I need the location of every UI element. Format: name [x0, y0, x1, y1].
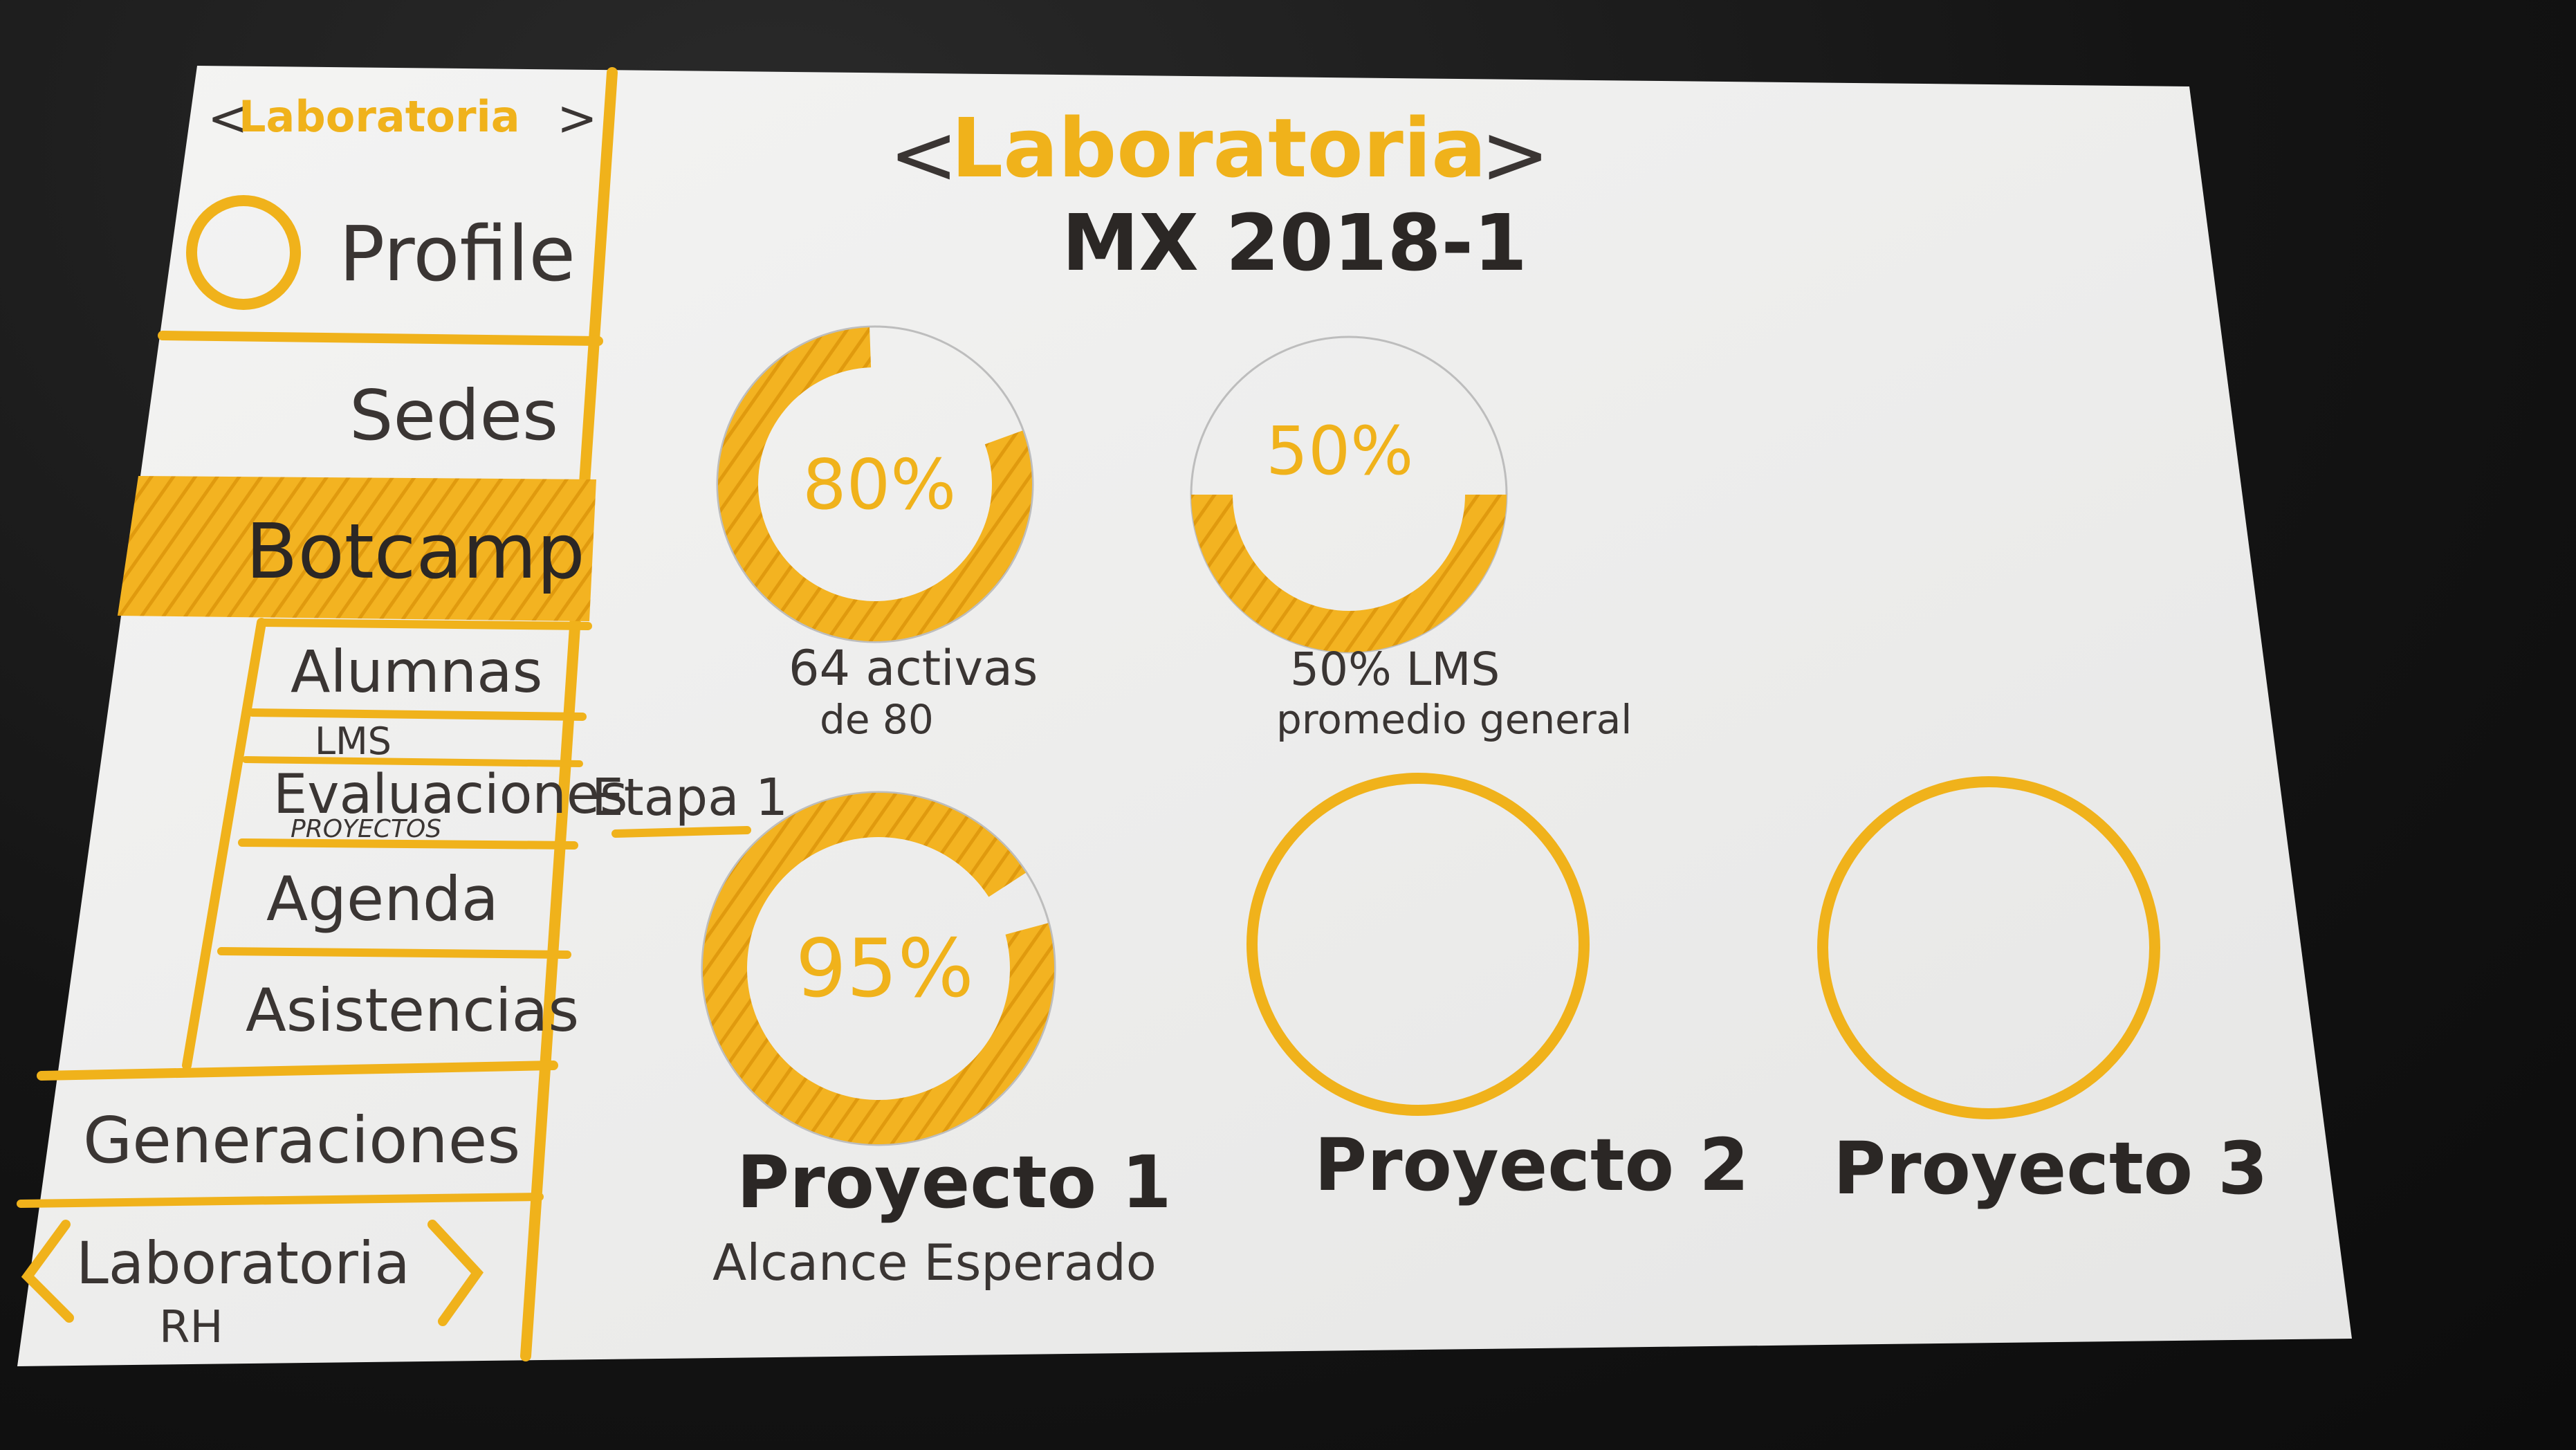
project-title: Proyecto 1	[737, 1140, 1172, 1224]
sidebar-item-label: Profile	[339, 210, 576, 298]
sidebar: < Laboratoria > Profile Sedes Botcamp Al…	[17, 67, 788, 1361]
avatar	[186, 195, 301, 310]
sidebar-item-label: LMS	[315, 719, 392, 763]
sidebar-item-bootcamp[interactable]: Botcamp	[118, 476, 596, 621]
metric-lms[interactable]: 50% 50% LMS promedio general	[1190, 336, 1632, 743]
sidebar-subitem-lms[interactable]: LMS	[315, 719, 392, 763]
footer-title: Laboratoria	[76, 1229, 410, 1297]
metric-value: 80%	[802, 444, 956, 525]
sidebar-logo-text: Laboratoria	[239, 91, 520, 142]
project-1[interactable]: 95% Proyecto 1 Alcance Esperado	[701, 791, 1172, 1292]
sidebar-item-sedes[interactable]: Sedes	[349, 375, 558, 456]
metric-caption: 64 activas	[789, 640, 1038, 697]
svg-text:Etapa 1: Etapa 1	[591, 768, 788, 827]
sidebar-subitem-asistencias[interactable]: Asistencias	[246, 976, 579, 1045]
sidebar-subitem-agenda[interactable]: Agenda	[266, 863, 499, 935]
sidebar-subitem-evaluaciones[interactable]: Evaluaciones PROYECTOS	[273, 764, 627, 843]
project-2[interactable]: Proyecto 2	[1246, 773, 1749, 1207]
progress-ring-project-3	[1817, 776, 2160, 1119]
sidebar-logo[interactable]: < Laboratoria >	[208, 90, 598, 147]
metric-activas[interactable]: 80% 64 activas de 80	[716, 325, 1038, 743]
bracket-left: <	[889, 107, 959, 203]
metric-caption-sub: de 80	[820, 696, 934, 743]
bracket-right: >	[1480, 107, 1550, 203]
generation-title: MX 2018-1	[1062, 199, 1527, 288]
svg-text:>: >	[557, 90, 598, 147]
progress-ring-project-2	[1246, 773, 1590, 1116]
sidebar-subitem-proyectos: PROYECTOS	[291, 815, 441, 843]
header: < Laboratoria > MX 2018-1	[889, 100, 1550, 288]
sidebar-item-label: Sedes	[349, 375, 558, 456]
paper-sheet	[17, 66, 2352, 1366]
sidebar-footer-logo[interactable]: Laboratoria RH	[21, 1220, 484, 1353]
sidebar-item-label: Asistencias	[246, 976, 579, 1045]
sidebar-subitem-alumnas[interactable]: Alumnas	[291, 638, 542, 706]
sidebar-item-label: Alumnas	[291, 638, 542, 706]
project-value: 95%	[795, 922, 974, 1016]
sidebar-item-label: Botcamp	[246, 507, 585, 596]
svg-text:<: <	[208, 90, 248, 147]
brand-title: Laboratoria	[951, 100, 1487, 196]
sidebar-item-label: Generaciones	[83, 1103, 520, 1177]
sidebar-item-profile[interactable]: Profile	[186, 195, 576, 310]
metric-caption: 50% LMS	[1290, 643, 1500, 696]
sidebar-item-generaciones[interactable]: Generaciones	[83, 1103, 520, 1177]
etapa-note: Etapa 1	[591, 768, 788, 838]
progress-ring-lms	[1191, 495, 1507, 652]
project-caption: Alcance Esperado	[712, 1233, 1157, 1292]
metric-value: 50%	[1266, 412, 1413, 490]
project-title: Proyecto 3	[1833, 1126, 2268, 1211]
metric-caption-sub: promedio general	[1276, 696, 1632, 743]
sidebar-item-label: Agenda	[266, 863, 499, 935]
project-3[interactable]: Proyecto 3	[1817, 776, 2268, 1211]
project-title: Proyecto 2	[1314, 1123, 1749, 1207]
sidebar-item-label: Evaluaciones	[273, 764, 627, 826]
footer-subtitle: RH	[159, 1302, 223, 1353]
